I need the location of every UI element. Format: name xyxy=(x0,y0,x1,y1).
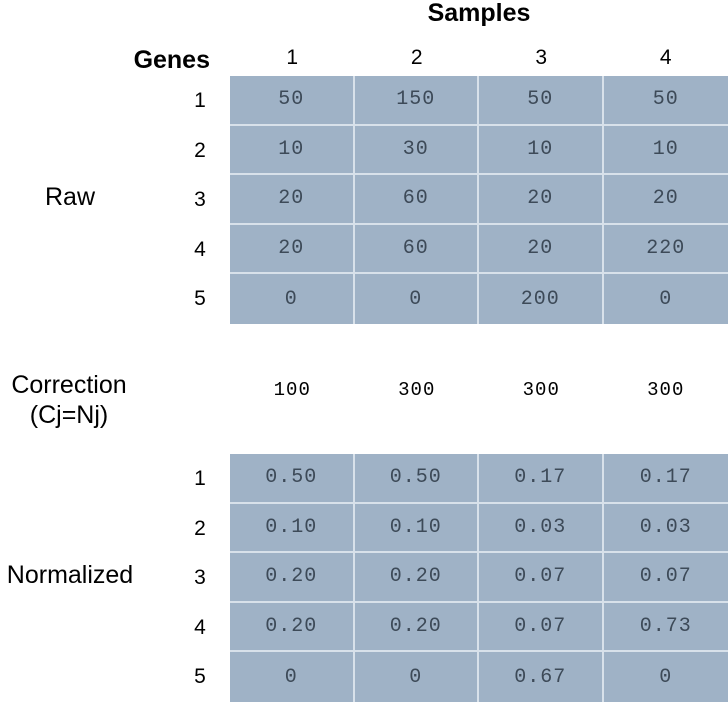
matrix-cell: 20 xyxy=(230,224,355,275)
matrix-cell: 0.03 xyxy=(603,504,728,554)
matrix-cell: 0 xyxy=(659,287,673,311)
matrix-cell: 0.07 xyxy=(479,602,604,653)
matrix-cell: 0.20 xyxy=(230,553,355,603)
matrix-cell: 20 xyxy=(479,224,604,275)
matrix-cell: 20 xyxy=(603,175,728,225)
matrix-cell: 0.50 xyxy=(354,454,479,504)
correction-label-line1: Correction xyxy=(11,371,127,399)
matrix-cell: 0 xyxy=(230,274,355,324)
matrix-cell: 0 xyxy=(230,652,355,702)
matrix-cell: 200 xyxy=(479,274,604,324)
matrix-cell: 0.20 xyxy=(354,553,479,603)
sample-column-headers: 1 2 3 4 xyxy=(230,44,728,72)
matrix-cell: 60 xyxy=(354,175,479,225)
matrix-cell: 50 xyxy=(603,76,728,126)
matrix-cell: 0.10 xyxy=(230,503,355,554)
correction-value: 100 xyxy=(273,379,311,401)
column-header: 3 xyxy=(535,46,548,69)
matrix-cell: 50 xyxy=(479,76,604,126)
matrix-cell: 10 xyxy=(479,125,604,176)
matrix-cell: 10 xyxy=(230,125,355,176)
matrix-cell: 0.20 xyxy=(354,602,479,653)
matrix-cell: 0 xyxy=(659,665,673,689)
matrix-cell: 0.07 xyxy=(479,553,604,603)
correction-value: 300 xyxy=(522,379,560,401)
matrix-cell: 0.50 xyxy=(230,454,355,504)
matrix-cell: 0.10 xyxy=(354,503,479,554)
samples-title: Samples xyxy=(427,0,531,27)
row-label: 5 xyxy=(194,287,206,311)
row-label: 1 xyxy=(194,89,206,112)
matrix-cell: 0.17 xyxy=(603,454,728,504)
row-label: 3 xyxy=(194,566,206,590)
raw-label: Raw xyxy=(44,183,95,211)
normalized-matrix: 0.50 0.50 0.17 0.17 0.10 0.10 0.03 0.03 … xyxy=(230,454,728,702)
genes-header: Genes xyxy=(133,46,210,74)
matrix-cell: 220 xyxy=(603,225,728,275)
row-label: 1 xyxy=(194,467,206,490)
matrix-cell: 0.17 xyxy=(479,454,604,504)
column-header: 4 xyxy=(659,46,672,69)
row-label: 2 xyxy=(194,138,206,162)
correction-value: 300 xyxy=(398,379,436,401)
correction-label-line2: (Cj=Nj) xyxy=(29,401,109,429)
row-label: 3 xyxy=(194,188,206,212)
matrix-cell: 20 xyxy=(479,175,604,225)
matrix-cell: 0 xyxy=(355,274,479,324)
raw-matrix: 50 150 50 50 10 30 10 10 20 60 20 20 20 … xyxy=(230,76,728,324)
matrix-cell: 60 xyxy=(354,224,479,275)
matrix-cell: 50 xyxy=(230,76,355,126)
matrix-cell: 0.67 xyxy=(479,652,604,702)
matrix-cell: 0.20 xyxy=(230,602,355,653)
column-header: 1 xyxy=(286,46,299,69)
matrix-cell: 0.03 xyxy=(479,503,604,554)
correction-values: 100 300 300 300 xyxy=(230,376,728,404)
raw-row-labels: 1 2 3 4 5 xyxy=(180,76,220,324)
row-label: 4 xyxy=(194,237,206,261)
normalized-label: Normalized xyxy=(6,561,134,589)
row-label: 2 xyxy=(194,516,206,540)
correction-value: 300 xyxy=(647,379,685,401)
matrix-cell: 10 xyxy=(603,126,728,176)
row-label: 5 xyxy=(194,665,206,689)
column-header: 2 xyxy=(410,46,423,69)
matrix-cell: 0.07 xyxy=(603,553,728,603)
row-label: 4 xyxy=(194,615,206,639)
matrix-cell: 0 xyxy=(355,652,479,702)
matrix-cell: 30 xyxy=(354,125,479,176)
matrix-cell: 150 xyxy=(354,76,479,126)
matrix-cell: 20 xyxy=(230,175,355,225)
matrix-cell: 0.73 xyxy=(603,603,728,653)
correction-label: Correction (Cj=Nj) xyxy=(0,370,138,430)
normalized-row-labels: 1 2 3 4 5 xyxy=(180,454,220,702)
